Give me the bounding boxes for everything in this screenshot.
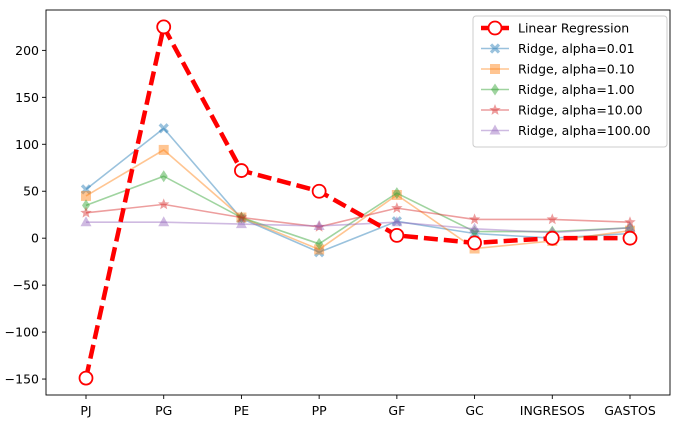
series-4: [80, 198, 636, 232]
series-line: [86, 221, 631, 234]
series-line: [83, 24, 630, 379]
data-point: [624, 221, 636, 232]
plot-frame: [45, 9, 671, 396]
data-point: [78, 370, 94, 386]
x-tick-label: PP: [312, 403, 328, 418]
data-point: [237, 211, 246, 224]
legend-marker: [489, 124, 501, 135]
series-5: [80, 216, 636, 237]
legend-item: Ridge, alpha=10.00: [481, 103, 643, 118]
data-point: [158, 123, 169, 134]
data-point: [389, 227, 405, 243]
legend-label: Ridge, alpha=10.00: [518, 103, 643, 118]
y-tick-label: 100: [15, 137, 39, 152]
legend-label: Ridge, alpha=1.00: [518, 82, 635, 97]
legend-label: Ridge, alpha=0.01: [518, 41, 635, 56]
data-point: [625, 225, 635, 236]
legend-item: Ridge, alpha=0.01: [481, 41, 635, 56]
data-point: [622, 230, 638, 246]
y-tick-label: 0: [31, 231, 39, 246]
x-tick-label: PG: [155, 403, 172, 418]
data-point: [392, 187, 401, 200]
data-point: [313, 219, 325, 230]
legend-marker: [490, 64, 500, 74]
y-tick-label: −150: [5, 372, 39, 387]
x-tick-label: PJ: [80, 403, 91, 418]
data-point: [80, 184, 92, 195]
data-point: [626, 221, 634, 234]
series-0: [78, 19, 638, 386]
data-point: [156, 19, 172, 35]
series-line: [85, 203, 631, 228]
data-point: [468, 213, 481, 225]
legend-box: [472, 15, 668, 148]
series-line: [85, 175, 631, 245]
legend-marker: [487, 20, 503, 36]
data-point: [391, 202, 403, 213]
data-point: [391, 216, 402, 227]
data-point: [391, 189, 402, 200]
data-point: [158, 216, 170, 227]
legend-label: Linear Regression: [518, 21, 629, 36]
data-point: [544, 230, 560, 246]
x-tick-label: GC: [465, 403, 484, 418]
y-tick-label: −100: [5, 325, 39, 340]
legend-item: Ridge, alpha=100.00: [481, 123, 651, 138]
data-point: [314, 247, 325, 258]
y-tick-label: −50: [13, 278, 39, 293]
legend-marker: [491, 83, 499, 96]
x-tick-label: PE: [234, 403, 250, 418]
data-point: [546, 213, 558, 225]
data-point: [234, 163, 249, 178]
data-point: [624, 216, 636, 228]
data-point: [311, 183, 327, 199]
data-point: [159, 170, 168, 183]
data-point: [314, 244, 325, 255]
data-point: [80, 216, 92, 227]
legend-marker: [489, 104, 501, 115]
data-point: [235, 211, 248, 223]
data-point: [81, 190, 91, 201]
data-point: [391, 216, 403, 227]
legend-item: Linear Regression: [481, 21, 629, 36]
series-1: [80, 123, 636, 258]
legend-label: Ridge, alpha=0.10: [518, 62, 635, 77]
data-point: [158, 198, 170, 210]
data-point: [235, 218, 247, 229]
x-tick-label: GF: [388, 403, 405, 418]
x-tick-label: GASTOS: [604, 403, 656, 418]
data-point: [313, 220, 325, 232]
legend-marker: [489, 43, 501, 54]
legend-item: Ridge, alpha=1.00: [481, 82, 635, 97]
y-tick-label: 150: [15, 90, 39, 105]
data-point: [469, 222, 481, 233]
y-tick-label: 50: [23, 184, 39, 199]
data-point: [82, 199, 90, 212]
data-point: [315, 237, 324, 250]
series-line: [85, 148, 631, 251]
x-tick-label: INGRESOS: [520, 403, 585, 418]
data-point: [236, 213, 247, 224]
series-3: [82, 170, 634, 250]
y-tick-label: 200: [15, 43, 39, 58]
data-point: [80, 206, 92, 218]
data-point: [467, 235, 482, 251]
data-point: [236, 212, 247, 223]
data-point: [470, 225, 479, 238]
legend-item: Ridge, alpha=0.10: [481, 62, 635, 77]
data-point: [158, 144, 169, 155]
series-line: [85, 127, 631, 254]
legend-label: Ridge, alpha=100.00: [518, 123, 651, 138]
